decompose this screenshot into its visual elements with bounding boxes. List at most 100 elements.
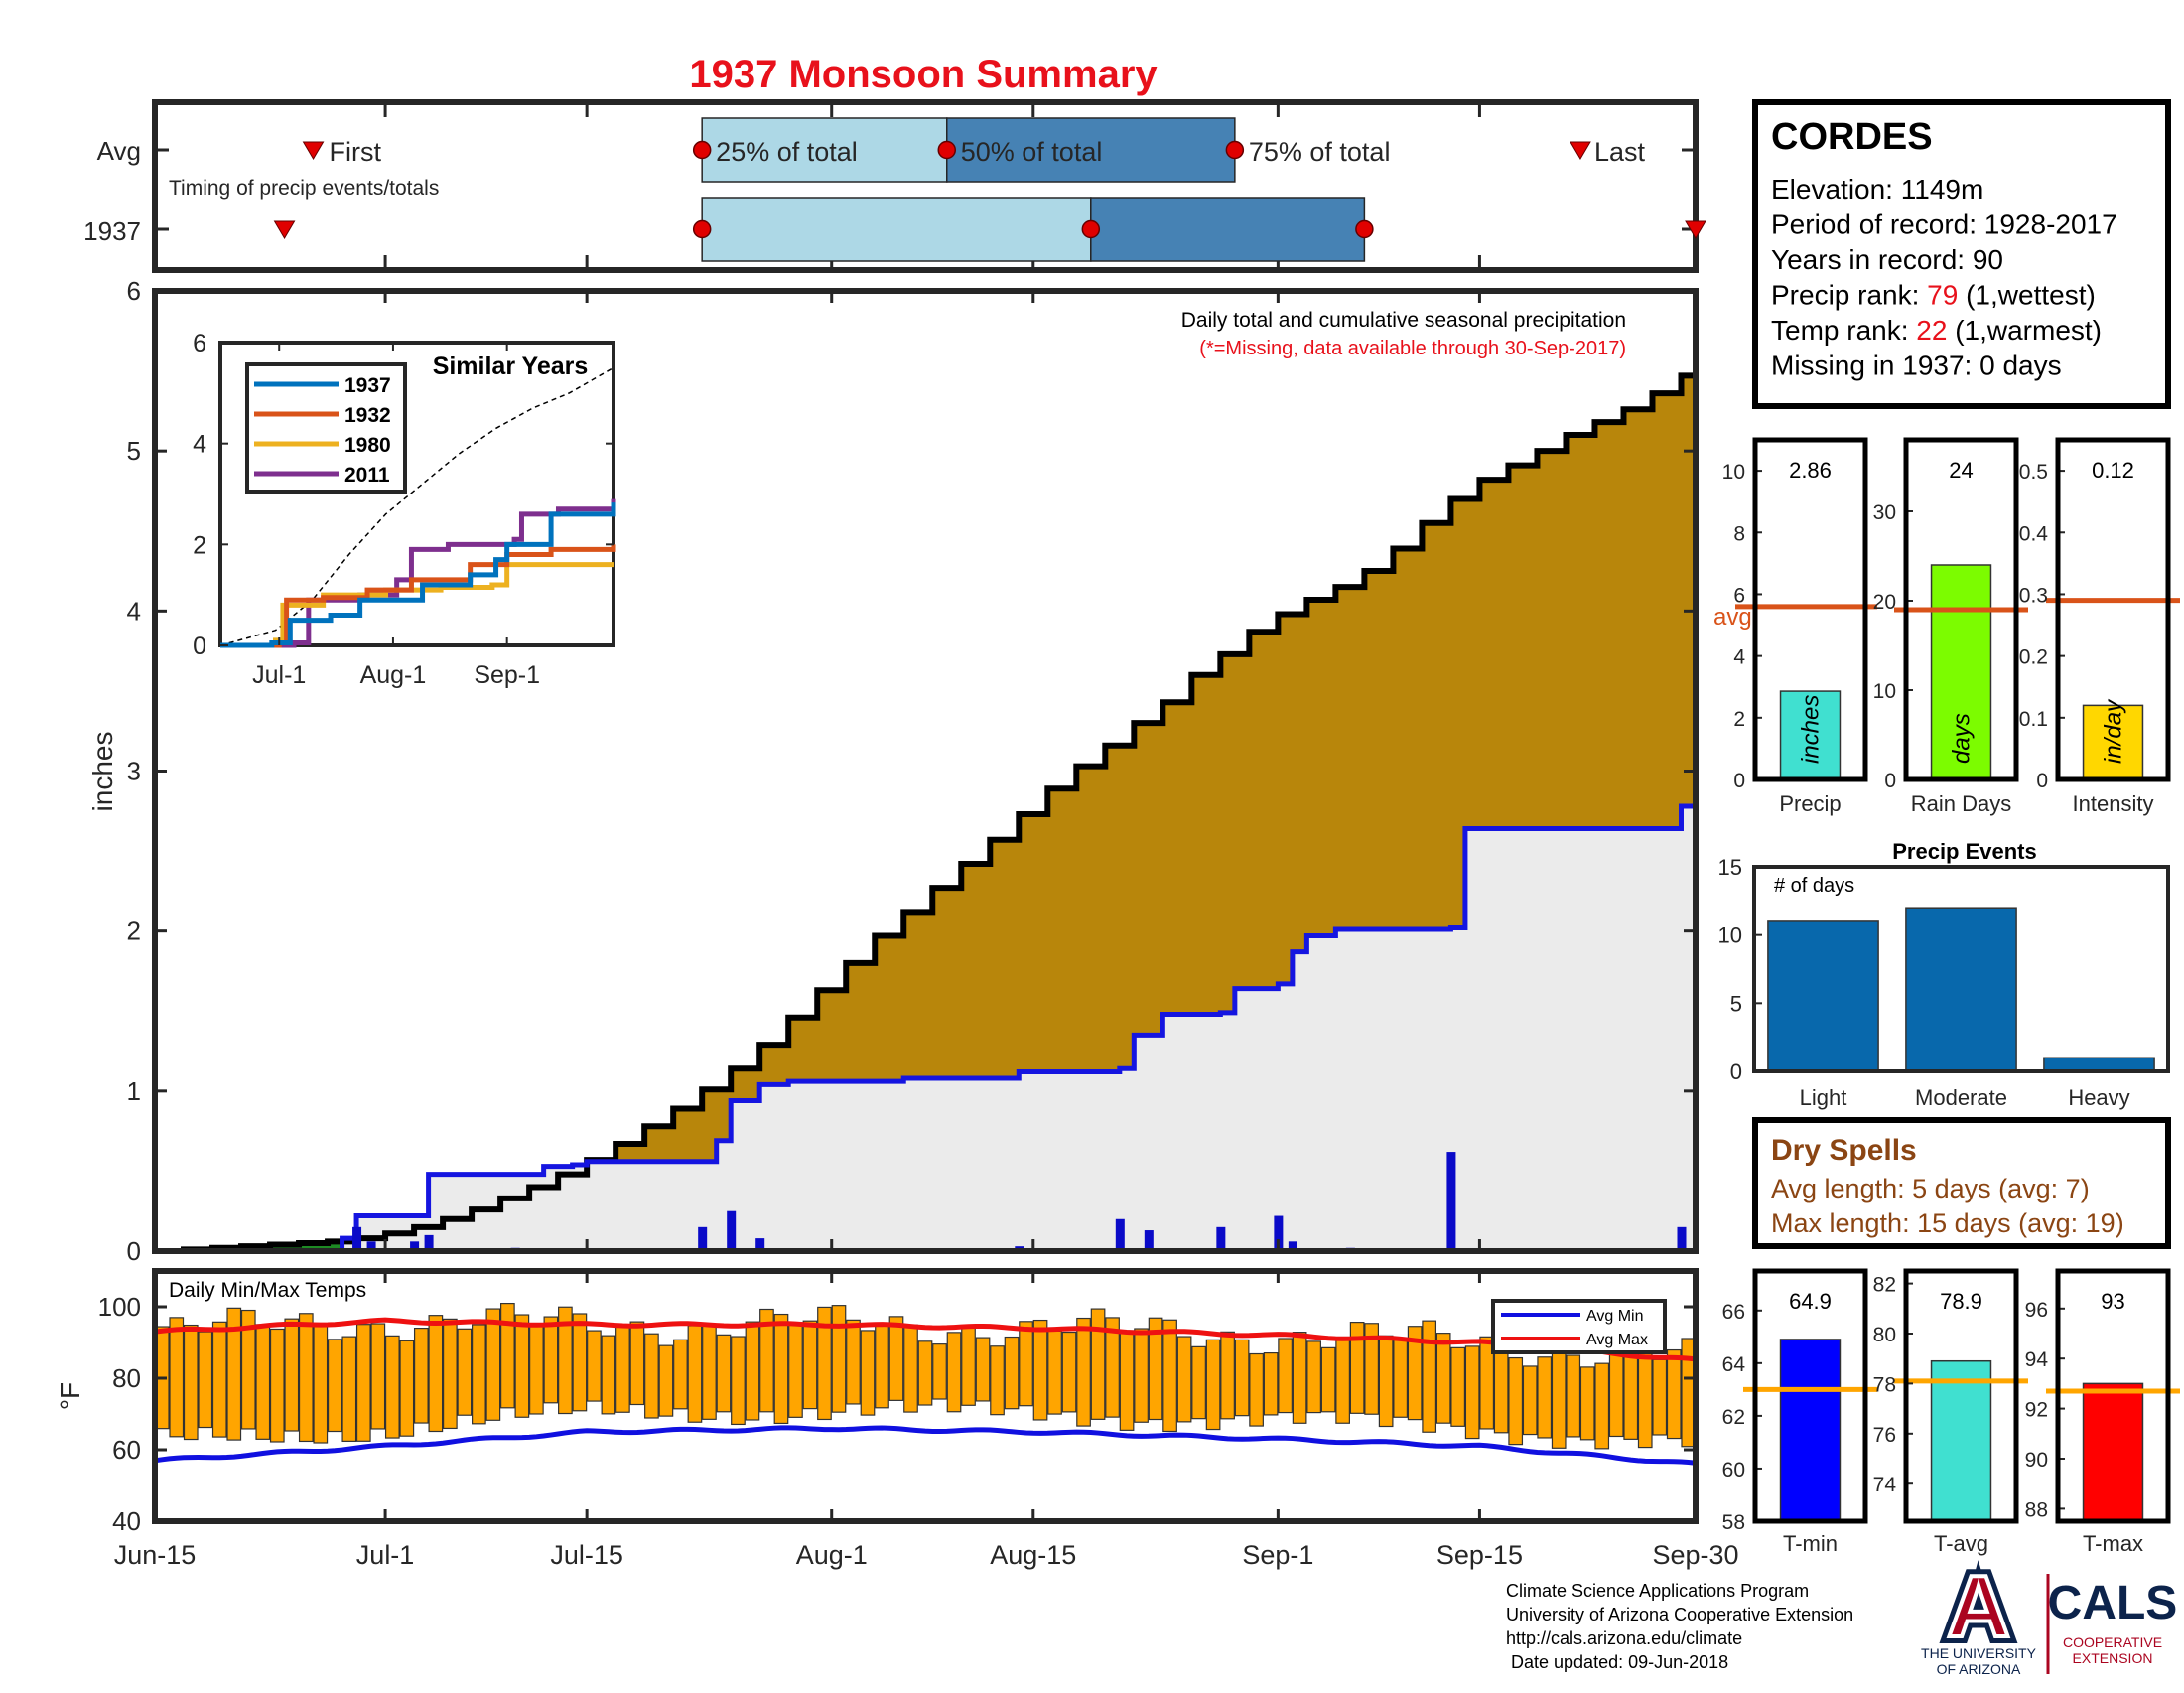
precip-value-label: 2.86	[1789, 458, 1832, 483]
events-title: Precip Events	[1892, 839, 2037, 864]
tavg-y-tick-label: 80	[1873, 1324, 1896, 1346]
last-label: Last	[1594, 137, 1646, 167]
daily-temp-bar	[1162, 1319, 1177, 1433]
daily-temp-bar	[975, 1337, 991, 1402]
intensity-y-tick-label: 0	[2036, 770, 2048, 792]
daily-temp-bar	[990, 1345, 1005, 1416]
daily-temp-bar	[1191, 1345, 1206, 1420]
daily-precip-bar	[424, 1234, 434, 1251]
daily-temp-bar	[1378, 1335, 1394, 1428]
tmax-category-label: T-max	[2083, 1531, 2143, 1556]
station-line-value: 22	[1916, 315, 1947, 346]
events-ylabel: # of days	[1774, 875, 1854, 897]
timing-row-label-avg: Avg	[97, 136, 141, 166]
daily-temp-bar	[226, 1307, 242, 1441]
events-category-label: Moderate	[1915, 1085, 2007, 1110]
daily-temp-bar	[1493, 1340, 1509, 1434]
daily-temp-bar	[658, 1344, 674, 1417]
temp-frame	[152, 1268, 1699, 1524]
daily-temp-bar	[1220, 1331, 1235, 1420]
station-line: Period of record: 1928-2017	[1771, 210, 2117, 240]
intensity-y-tick-label: 0.3	[2019, 584, 2048, 607]
footer: Climate Science Applications Program Uni…	[1506, 1581, 1853, 1672]
intensity-bar	[2082, 704, 2144, 780]
daily-temp-bar	[1119, 1330, 1135, 1431]
station-line-suffix: (1,wettest)	[1958, 280, 2095, 311]
daily-temp-bar	[1004, 1336, 1020, 1410]
station-line-label: Period of record:	[1771, 210, 1984, 240]
tavg-category-label: T-avg	[1934, 1531, 1988, 1556]
daily-temp-bar	[370, 1323, 386, 1430]
station-line-value: 79	[1927, 280, 1958, 311]
daily-temp-bar	[932, 1343, 947, 1400]
footer-line-1: Climate Science Applications Program	[1506, 1581, 1809, 1601]
avg-min-line	[154, 1425, 1697, 1466]
inset-average-line	[219, 366, 614, 646]
station-line-label: Missing in 1937:	[1771, 351, 1979, 381]
cals-sub-2: EXTENSION	[2073, 1650, 2153, 1666]
tmax-y-tick-label: 90	[2025, 1449, 2048, 1472]
daily-temp-bar	[731, 1336, 746, 1426]
daily-temp-bar	[457, 1328, 473, 1416]
daily-temp-bar	[1292, 1332, 1307, 1424]
daily-temp-bar	[1537, 1356, 1553, 1439]
x-tick-label: Aug-1	[796, 1540, 868, 1570]
p25-label: 25% of total	[716, 137, 858, 167]
station-line-value: 90	[1973, 244, 2003, 275]
daily-temp-bar	[1105, 1317, 1120, 1418]
cals-wordmark: CALS	[2048, 1577, 2178, 1629]
precip-y-tick-label: 6	[1733, 584, 1745, 607]
dry-avg-line: Avg length: 5 days (avg: 7)	[1771, 1174, 2090, 1203]
station-line: Years in record: 90	[1771, 244, 2003, 275]
university-of-arizona-logo: A A THE UNIVERSITY OF ARIZONA	[1921, 1550, 2037, 1677]
daily-temp-bar	[817, 1306, 832, 1421]
panel-intensity: 0 0.1 0.2 0.3 0.4 0.5 0.12 in/day Intensity	[2019, 437, 2180, 816]
daily-temp-bar	[1134, 1328, 1149, 1423]
events-bar-heavy	[2043, 1057, 2155, 1072]
main-y-tick-label: 0	[127, 1236, 141, 1266]
x-tick-label: Jun-15	[114, 1540, 197, 1570]
daily-temp-bar	[341, 1336, 357, 1442]
x-tick-label: Sep-15	[1436, 1540, 1523, 1570]
intensity-y-tick-label: 0.1	[2019, 708, 2048, 731]
daily-precip-bar	[1216, 1226, 1226, 1251]
daily-temp-bar	[702, 1323, 717, 1420]
year-p75-marker	[1355, 219, 1374, 239]
daily-temp-bar	[1364, 1323, 1379, 1415]
main-y-tick-label: 2	[127, 917, 141, 946]
daily-temp-bar	[615, 1325, 630, 1413]
inset-legend-label-1937: 1937	[344, 374, 391, 397]
precip-y-tick-label: 2	[1733, 708, 1745, 731]
avg-50-75-range	[946, 117, 1236, 183]
dry-title: Dry Spells	[1771, 1134, 1917, 1167]
daily-temp-bar	[355, 1324, 371, 1442]
daily-precip-bar	[755, 1238, 765, 1251]
tmin-y-tick-label: 66	[1722, 1301, 1745, 1324]
main-note: (*=Missing, data available through 30-Se…	[1199, 338, 1626, 359]
daily-temp-bar	[1076, 1317, 1091, 1427]
daily-temp-bar	[831, 1305, 847, 1413]
tmin-y-tick-label: 60	[1722, 1459, 1745, 1481]
inset-title: Similar Years	[433, 353, 589, 380]
rain_days-y-tick-label: 0	[1884, 770, 1896, 792]
p50-label: 50% of total	[961, 137, 1103, 167]
inset-legend-label-1932: 1932	[344, 404, 391, 427]
inset-x-tick-label: Jul-1	[252, 661, 306, 689]
daily-temp-bar	[601, 1335, 616, 1415]
tavg-y-tick-label: 76	[1873, 1424, 1896, 1447]
daily-temp-bar	[198, 1331, 213, 1429]
daily-temp-bar	[284, 1318, 300, 1432]
daily-precip-bar	[1677, 1226, 1687, 1251]
cals-sub-1: COOPERATIVE	[2063, 1634, 2162, 1650]
ua-name-1: THE UNIVERSITY	[1921, 1645, 2037, 1661]
precip-frame	[152, 288, 1699, 1254]
x-tick-label: Sep-30	[1652, 1540, 1738, 1570]
avg-cumulative-area	[155, 797, 1696, 1251]
daily-temp-bar	[472, 1324, 486, 1425]
daily-temp-bar	[558, 1306, 573, 1415]
tmin-frame	[1752, 1268, 1868, 1524]
year-last-marker	[1685, 220, 1706, 239]
events-y-tick-label: 0	[1730, 1059, 1742, 1084]
tavg-y-tick-label: 82	[1873, 1274, 1896, 1297]
dry-spells-panel: Dry Spells Avg length: 5 days (avg: 7) M…	[1752, 1117, 2171, 1249]
